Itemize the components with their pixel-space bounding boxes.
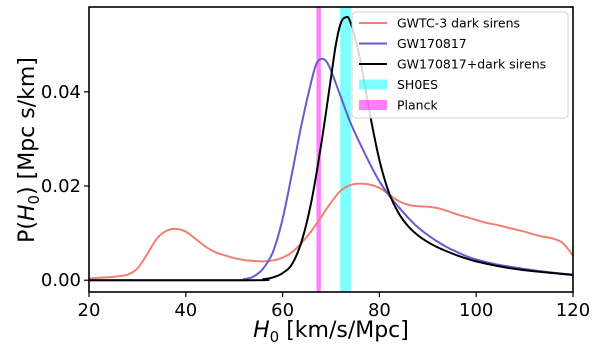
y-tick-label: 0.02 bbox=[41, 176, 81, 197]
x-tick-label: 120 bbox=[556, 300, 590, 321]
band-planck bbox=[316, 7, 321, 292]
legend-swatch-sh0es bbox=[359, 79, 387, 90]
legend-label-gw170817: GW170817 bbox=[397, 36, 467, 51]
x-ticks: 20 40 60 80 100 120 bbox=[78, 292, 590, 321]
line-gw170817-dark-sirens bbox=[89, 15, 573, 282]
legend-swatch-planck bbox=[359, 100, 387, 110]
lines-layer bbox=[89, 15, 573, 282]
band-sh0es bbox=[340, 7, 351, 292]
x-tick-label: 20 bbox=[78, 300, 101, 321]
legend-label-gw170817-dark-sirens: GW170817+dark sirens bbox=[397, 57, 546, 72]
line-gwtc-3-dark-sirens bbox=[89, 182, 573, 280]
bands-layer bbox=[316, 7, 351, 292]
legend: GWTC-3 dark sirens GW170817 GW170817+dark … bbox=[351, 11, 569, 119]
legend-label-sh0es: SH0ES bbox=[397, 77, 438, 92]
legend-label-planck: Planck bbox=[397, 98, 438, 113]
x-tick-label: 40 bbox=[174, 300, 197, 321]
x-tick-label: 80 bbox=[368, 300, 391, 321]
x-axis-label: H0 [km/s/Mpc] bbox=[253, 318, 409, 346]
y-ticks: 0.00 0.02 0.04 bbox=[41, 82, 89, 291]
x-tick-label: 100 bbox=[459, 300, 493, 321]
line-gw170817 bbox=[89, 57, 573, 282]
y-axis-label: P(H0) [Mpc s/km] bbox=[15, 57, 43, 243]
plot-frame bbox=[88, 6, 574, 293]
legend-label-gwtc-3-dark-sirens: GWTC-3 dark sirens bbox=[397, 16, 520, 31]
x-tick-label: 60 bbox=[271, 300, 294, 321]
y-tick-label: 0.04 bbox=[41, 82, 81, 103]
y-tick-label: 0.00 bbox=[41, 270, 81, 291]
legend-frame bbox=[351, 11, 569, 119]
